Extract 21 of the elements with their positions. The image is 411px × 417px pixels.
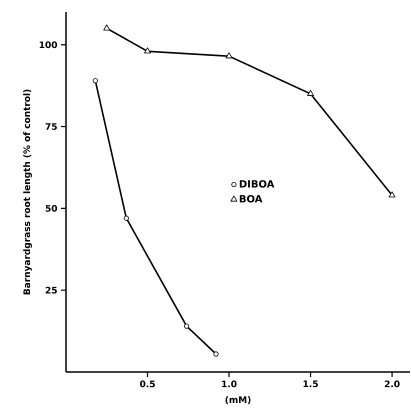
point: [388, 191, 396, 198]
point: [307, 90, 314, 96]
legend-label: BOA: [240, 194, 262, 203]
x-tick-label: 1.5: [304, 380, 318, 388]
point: [226, 52, 232, 58]
point: [213, 351, 219, 357]
x-tick-label: 0.5: [140, 380, 155, 388]
point: [144, 47, 151, 54]
x-axis-title: (mM): [226, 396, 250, 404]
point: [184, 324, 190, 329]
x-tick-label: 1.0: [222, 380, 237, 388]
point: [92, 78, 98, 84]
y-tick-label: 50: [46, 204, 58, 212]
y-tick-label: 100: [40, 41, 58, 48]
legend-label: DIBOA: [240, 180, 274, 188]
point: [124, 216, 129, 221]
y-tick-label: 75: [46, 123, 57, 130]
y-axis-title: Barnyardgrass root length (% of control): [23, 90, 32, 294]
point: [103, 24, 110, 31]
x-tick-label: 2.0: [384, 380, 400, 388]
y-tick-label: 25: [46, 286, 57, 294]
